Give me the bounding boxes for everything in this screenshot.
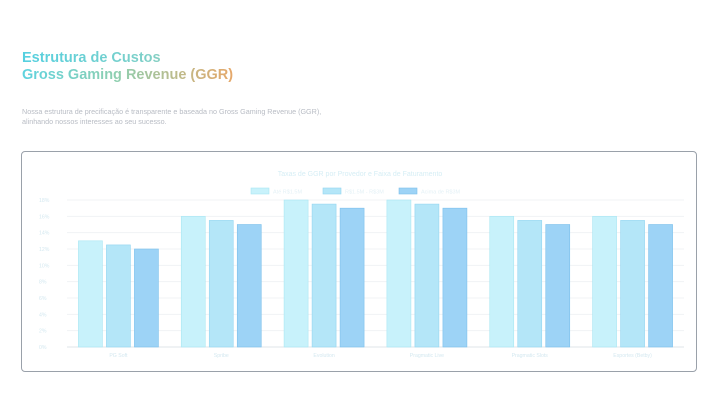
bar[interactable] [489, 216, 515, 348]
y-tick-label: 4% [39, 312, 47, 318]
legend-swatch [398, 187, 418, 195]
pricing-description: Nossa estrutura de precificação é transp… [22, 107, 322, 126]
y-axis-ticks: 0% 2% 4% 6% 8% 10% 12% 14% 16% 18% [39, 198, 50, 351]
legend-swatch [250, 187, 270, 195]
bar[interactable] [386, 199, 412, 348]
title-line-2: Gross Gaming Revenue (GGR) [22, 67, 234, 83]
bar[interactable] [648, 224, 673, 348]
bar[interactable] [442, 207, 468, 348]
bar[interactable] [283, 199, 309, 348]
title-line-1: Estrutura de Custos [22, 50, 233, 67]
bar[interactable] [517, 220, 543, 348]
y-tick-label: 14% [39, 231, 50, 237]
legend-label: Até R$1.5M [273, 190, 302, 196]
x-tick-label: Spribe [214, 353, 229, 359]
chart-card: Taxas de GGR por Provedor e Faixa de Fat… [21, 151, 697, 372]
bar[interactable] [545, 224, 571, 348]
bar[interactable] [236, 224, 262, 348]
bar[interactable] [208, 220, 234, 348]
bar[interactable] [620, 220, 645, 348]
chart-title: Taxas de GGR por Provedor e Faixa de Fat… [278, 171, 443, 178]
y-tick-label: 6% [39, 296, 47, 302]
x-tick-label: Esportes (Betby) [613, 353, 652, 359]
x-tick-label: Pragmatic Slots [512, 353, 549, 359]
page-title: Estrutura de Custos Gross Gaming Revenue… [22, 50, 233, 84]
legend-label: R$1.5M - R$3M [345, 190, 384, 196]
legend: Até R$1.5M R$1.5M - R$3M Acima de R$3M [250, 187, 461, 196]
x-axis-ticks: PG Soft Spribe Evolution Pragmatic Live Prag… [109, 353, 652, 359]
legend-swatch [322, 187, 342, 195]
legend-item[interactable]: Acima de R$3M [398, 187, 461, 196]
y-tick-label: 2% [39, 329, 47, 335]
y-tick-label: 10% [39, 263, 50, 269]
y-tick-label: 12% [39, 247, 50, 253]
bar[interactable] [339, 207, 365, 348]
x-tick-label: PG Soft [109, 353, 128, 359]
ggr-bar-chart: Taxas de GGR por Provedor e Faixa de Fat… [39, 171, 684, 359]
x-tick-label: Pragmatic Live [410, 353, 444, 359]
grid-lines [67, 199, 684, 348]
y-tick-label: 8% [39, 280, 47, 286]
bar[interactable] [134, 248, 159, 348]
bar[interactable] [106, 244, 131, 348]
y-tick-label: 18% [39, 198, 50, 204]
bar[interactable] [592, 216, 617, 348]
bar[interactable] [78, 240, 103, 348]
y-tick-label: 0% [39, 345, 47, 351]
bar[interactable] [414, 203, 440, 348]
bars [78, 199, 673, 348]
legend-item[interactable]: R$1.5M - R$3M [322, 187, 384, 196]
bar[interactable] [180, 216, 206, 348]
x-tick-label: Evolution [313, 353, 334, 359]
y-tick-label: 16% [39, 214, 50, 220]
legend-item[interactable]: Até R$1.5M [250, 187, 302, 196]
legend-label: Acima de R$3M [421, 190, 461, 196]
bar[interactable] [311, 203, 337, 348]
